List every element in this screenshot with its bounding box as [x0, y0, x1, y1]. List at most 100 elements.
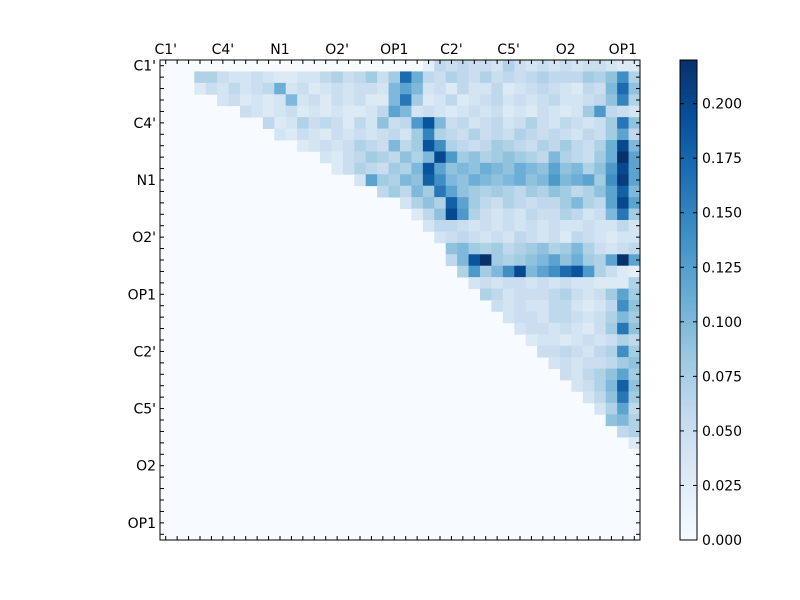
heatmap-cell [571, 380, 584, 392]
y-tick-label: C5' [133, 402, 156, 418]
heatmap-cell [502, 94, 515, 107]
heatmap-cell [514, 174, 527, 187]
colorbar-tick-label: 0.075 [702, 369, 742, 385]
heatmap-cell [377, 185, 389, 198]
heatmap-cell [594, 402, 607, 415]
heatmap-cell [377, 162, 389, 175]
heatmap-cell [617, 242, 629, 255]
heatmap-cell [434, 117, 447, 129]
heatmap-cell [400, 105, 412, 118]
heatmap-cell [205, 82, 218, 95]
heatmap-cell [548, 151, 561, 164]
heatmap-cell [560, 254, 572, 267]
heatmap-cell [571, 94, 584, 107]
heatmap-cell [594, 322, 607, 335]
heatmap-cell [468, 82, 481, 95]
heatmap-cell [548, 140, 561, 152]
heatmap-cell [285, 94, 298, 107]
heatmap-cell [194, 82, 207, 95]
heatmap-cell [468, 151, 481, 164]
heatmap-cell [468, 71, 481, 84]
heatmap-cell [605, 128, 618, 141]
heatmap-cell [400, 151, 412, 164]
heatmap-cell [320, 82, 332, 95]
heatmap-cell [605, 151, 618, 164]
heatmap-cell [514, 311, 527, 324]
heatmap-cell [445, 208, 458, 221]
heatmap-cell [502, 300, 515, 312]
heatmap-cell [445, 231, 458, 244]
heatmap-cell [502, 117, 515, 129]
heatmap-cell [617, 391, 629, 404]
heatmap-cell [354, 82, 367, 95]
heatmap-cell [377, 151, 389, 164]
heatmap-cell [445, 151, 458, 164]
heatmap-cell [491, 128, 504, 141]
heatmap-cell [422, 60, 435, 72]
heatmap-cell [582, 94, 595, 107]
x-tick-label: N1 [270, 42, 289, 58]
heatmap-cell [594, 197, 607, 209]
heatmap-cell [457, 105, 469, 118]
x-tick-label: OP1 [609, 42, 637, 58]
heatmap-cell [594, 220, 607, 232]
heatmap-cell [228, 82, 241, 95]
heatmap-cell [548, 185, 561, 198]
heatmap-cell [537, 345, 549, 358]
heatmap-cell [400, 117, 412, 129]
heatmap-cell [605, 391, 618, 404]
heatmap-cell [560, 140, 572, 152]
heatmap-cell [571, 368, 584, 381]
heatmap-cell [377, 71, 389, 84]
heatmap-cell [628, 94, 641, 107]
heatmap-cell [411, 105, 424, 118]
heatmap-cell [571, 254, 584, 267]
heatmap-cell [491, 220, 504, 232]
y-tick-labels: C1' C4' N1 O2' OP1 C2' C5' O2 OP1 [128, 59, 156, 532]
heatmap-cell [457, 254, 469, 267]
heatmap-cell [434, 128, 447, 141]
heatmap-cell [457, 185, 469, 198]
heatmap-cell [525, 71, 538, 84]
heatmap-cell [594, 140, 607, 152]
heatmap-cell [525, 231, 538, 244]
heatmap-cell [514, 277, 527, 289]
heatmap-cell [388, 94, 401, 107]
heatmap-cell [582, 254, 595, 267]
heatmap-cell [628, 231, 641, 244]
heatmap-cell [331, 128, 344, 141]
heatmap-cell [320, 128, 332, 141]
heatmap-cell [605, 60, 618, 72]
heatmap-cell [422, 71, 435, 84]
heatmap-cell [617, 231, 629, 244]
heatmap-cell [514, 94, 527, 107]
heatmap-cell [537, 265, 549, 278]
heatmap-cell [537, 254, 549, 267]
heatmap-cell [605, 311, 618, 324]
heatmap-cell [422, 105, 435, 118]
heatmap-cell [571, 322, 584, 335]
heatmap-cell [491, 71, 504, 84]
heatmap-cell [342, 151, 355, 164]
heatmap-cell [400, 197, 412, 209]
heatmap-cell [605, 265, 618, 278]
heatmap-cell [548, 254, 561, 267]
heatmap-cell [502, 242, 515, 255]
heatmap-cell [617, 105, 629, 118]
heatmap-cell [571, 197, 584, 209]
heatmap-cell [571, 185, 584, 198]
heatmap-cell [445, 117, 458, 129]
heatmap-cell [525, 277, 538, 289]
heatmap-cell [457, 140, 469, 152]
heatmap-cell [560, 94, 572, 107]
heatmap-cell [354, 151, 367, 164]
heatmap-cell [388, 71, 401, 84]
heatmap-cell [274, 117, 287, 129]
heatmap-cell [560, 277, 572, 289]
heatmap-cell [251, 94, 264, 107]
heatmap-cell [628, 140, 641, 152]
heatmap-cell [628, 220, 641, 232]
colorbar-tick-label: 0.125 [702, 260, 742, 276]
heatmap-cell [537, 208, 549, 221]
